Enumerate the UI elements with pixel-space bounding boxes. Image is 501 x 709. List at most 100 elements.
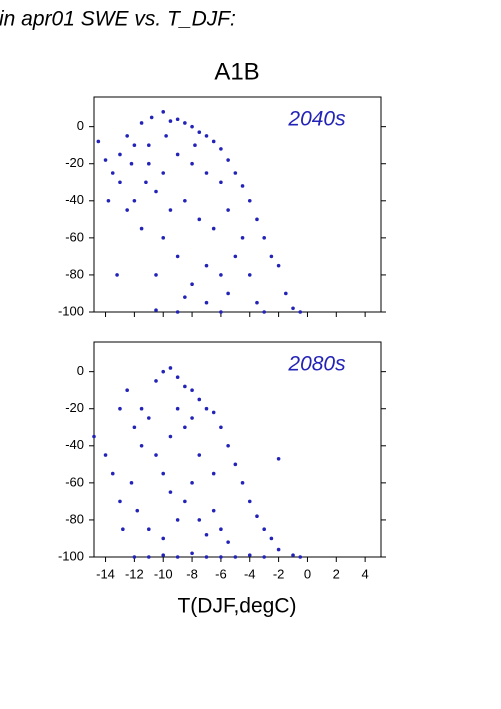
x-tick-label: -4: [244, 566, 256, 581]
point: [129, 481, 134, 485]
y-tick-label: -20: [65, 400, 84, 415]
point: [132, 425, 137, 430]
point: [255, 300, 259, 305]
point: [233, 462, 238, 467]
point: [240, 481, 245, 485]
point: [132, 198, 137, 203]
point: [183, 425, 187, 430]
point: [132, 555, 137, 559]
point: [125, 134, 129, 138]
point: [147, 555, 151, 559]
x-tick-label: -8: [186, 566, 198, 581]
chart-title: A1B: [214, 58, 259, 85]
point: [161, 369, 166, 374]
point: [190, 551, 194, 556]
page-title: in apr01 SWE vs. T_DJF:: [0, 8, 236, 31]
point: [168, 490, 173, 494]
point: [197, 453, 202, 457]
point: [247, 273, 252, 277]
point: [175, 152, 180, 157]
point: [240, 236, 245, 240]
point: [190, 282, 194, 286]
x-tick-label: 0: [304, 566, 311, 581]
point: [115, 273, 119, 277]
point: [190, 388, 194, 392]
point: [183, 295, 187, 299]
point: [147, 143, 151, 147]
point: [197, 217, 202, 222]
point: [226, 158, 230, 162]
point: [154, 379, 158, 383]
point: [276, 263, 281, 268]
point: [175, 555, 180, 559]
point: [161, 171, 166, 175]
y-tick-label: -100: [58, 548, 84, 563]
point: [197, 397, 202, 402]
point: [204, 406, 209, 411]
x-tick-label: -6: [215, 566, 227, 581]
point: [190, 161, 194, 166]
point: [247, 499, 252, 504]
point: [147, 161, 151, 166]
point: [125, 208, 129, 212]
point: [204, 134, 209, 138]
point: [247, 198, 252, 203]
plot-frame: [93, 341, 382, 558]
y-tick-label: -40: [65, 437, 84, 452]
x-tick-label: -14: [96, 566, 115, 581]
point: [211, 226, 216, 231]
point: [226, 208, 230, 212]
point: [154, 453, 158, 457]
point: [233, 254, 238, 259]
point: [175, 375, 180, 380]
point: [175, 310, 180, 314]
point: [183, 121, 187, 125]
y-tick-label: -20: [65, 155, 84, 170]
point: [168, 119, 173, 123]
plot-frame: [93, 96, 382, 313]
point: [132, 143, 137, 147]
point: [144, 180, 148, 185]
point: [175, 117, 180, 122]
point: [147, 416, 151, 420]
y-tick-label: 0: [77, 118, 84, 133]
point: [262, 555, 266, 559]
annotation: 2040s: [287, 108, 346, 131]
point: [139, 226, 144, 231]
point: [154, 308, 158, 312]
point: [183, 384, 187, 389]
point: [226, 443, 230, 448]
point: [121, 527, 125, 531]
point: [219, 273, 223, 277]
y-tick-label: -100: [58, 303, 84, 318]
point: [219, 425, 223, 430]
y-tick-label: -80: [65, 266, 84, 281]
point: [96, 139, 101, 144]
point: [276, 456, 281, 461]
point: [298, 310, 303, 314]
point: [211, 139, 216, 144]
point: [226, 291, 230, 296]
point: [118, 180, 122, 185]
y-tick-label: -40: [65, 192, 84, 207]
point: [118, 406, 122, 411]
point: [197, 518, 202, 522]
point: [147, 527, 151, 531]
point: [204, 171, 209, 175]
point: [211, 410, 216, 415]
point: [161, 536, 166, 541]
point: [284, 291, 288, 296]
point: [161, 236, 166, 240]
x-tick-label: -10: [154, 566, 173, 581]
point: [183, 198, 187, 203]
point: [103, 158, 108, 162]
point: [125, 388, 129, 392]
point: [149, 115, 154, 120]
point: [255, 514, 259, 519]
point: [175, 518, 180, 522]
point: [175, 406, 180, 411]
point: [118, 499, 122, 504]
point: [161, 553, 166, 557]
point: [175, 254, 180, 259]
